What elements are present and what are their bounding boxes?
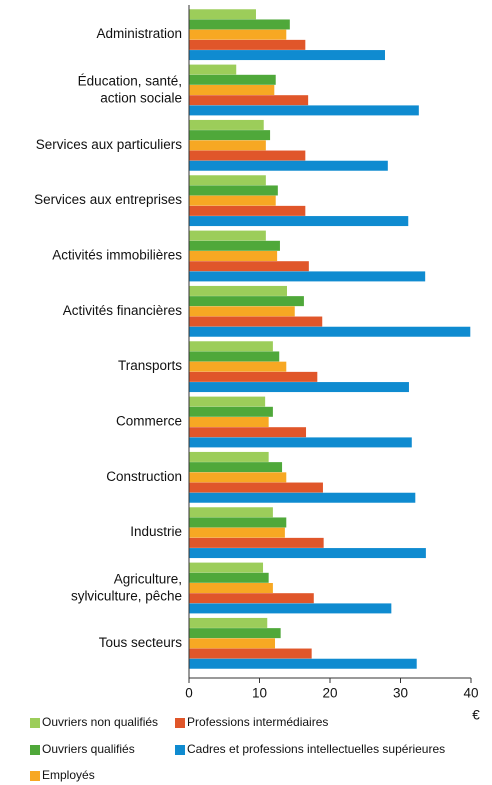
bar [189, 603, 392, 614]
legend-swatch [30, 771, 40, 781]
bar [189, 341, 273, 352]
bar [189, 417, 269, 427]
bar [189, 64, 237, 75]
y-tick-label: Services aux entreprises [34, 192, 182, 207]
bar [189, 583, 273, 593]
y-tick-label: Éducation, santé, action sociale [78, 73, 182, 105]
y-tick-label: Tous secteurs [99, 635, 183, 650]
legend-swatch [30, 745, 40, 755]
legend-swatch [175, 718, 185, 728]
bar [189, 95, 309, 106]
bar [189, 472, 287, 483]
bar [189, 105, 419, 116]
bar [189, 119, 264, 130]
y-tick-label: Construction [106, 469, 182, 484]
x-tick-label: 40 [463, 686, 478, 701]
x-axis-label: € [472, 708, 480, 723]
x-tick-label: 10 [252, 686, 267, 701]
bar [189, 482, 323, 493]
bar [189, 306, 295, 317]
bar [189, 85, 275, 95]
bar [189, 537, 324, 548]
bar [189, 160, 388, 171]
y-tick-label: Transports [118, 358, 182, 373]
x-tick-label: 20 [322, 686, 337, 701]
bar [189, 462, 283, 473]
bar [189, 492, 416, 503]
bar [189, 517, 287, 528]
bar [189, 371, 318, 382]
bar [189, 527, 285, 538]
bar [189, 617, 268, 628]
bar [189, 19, 290, 30]
bar [189, 50, 385, 61]
bar [189, 451, 269, 462]
bar [189, 74, 276, 85]
bar [189, 316, 323, 327]
bar [189, 296, 304, 307]
bar [189, 150, 306, 161]
bar [189, 548, 426, 559]
bar [189, 216, 409, 227]
bar [189, 648, 312, 659]
bar [189, 361, 287, 372]
bar [189, 261, 309, 272]
bar [189, 195, 276, 206]
bar [189, 507, 273, 518]
bar [189, 271, 426, 282]
y-tick-label: Activités immobilières [52, 248, 182, 263]
bar [189, 572, 269, 583]
bar [189, 396, 266, 407]
bar [189, 638, 276, 649]
bar [189, 593, 314, 604]
legend-label: Employés [42, 768, 95, 782]
bar [189, 628, 281, 639]
x-tick-label: 0 [185, 686, 193, 701]
legend-label: Ouvriers non qualifiés [42, 715, 158, 729]
bar [189, 39, 306, 50]
bar [189, 285, 287, 296]
y-tick-label: Services aux particuliers [36, 137, 183, 152]
legend-label: Professions intermédiaires [187, 715, 328, 729]
bar [189, 427, 307, 438]
bar [189, 140, 266, 151]
bar [189, 658, 417, 669]
bar [189, 351, 280, 362]
y-tick-label: Industrie [130, 524, 182, 539]
legend-label: Cadres et professions intellectuelles su… [187, 742, 445, 756]
y-tick-label: Commerce [116, 414, 182, 429]
bar [189, 130, 271, 141]
bar [189, 29, 287, 40]
bar [189, 406, 273, 417]
bar [189, 205, 306, 216]
bar [189, 240, 280, 251]
bar [189, 562, 264, 573]
legend-swatch [175, 745, 185, 755]
x-tick-label: 30 [393, 686, 408, 701]
bar [189, 175, 266, 186]
bar [189, 437, 412, 448]
bar [189, 326, 471, 337]
y-tick-label: Activités financières [63, 303, 183, 318]
bar [189, 9, 256, 20]
bar [189, 230, 266, 241]
legend-swatch [30, 718, 40, 728]
bar [189, 382, 409, 393]
y-tick-label: Administration [96, 26, 182, 41]
bar [189, 185, 278, 196]
legend-label: Ouvriers qualifiés [42, 742, 135, 756]
y-tick-label: Agriculture, sylviculture, pêche [71, 571, 182, 603]
bar [189, 251, 278, 261]
